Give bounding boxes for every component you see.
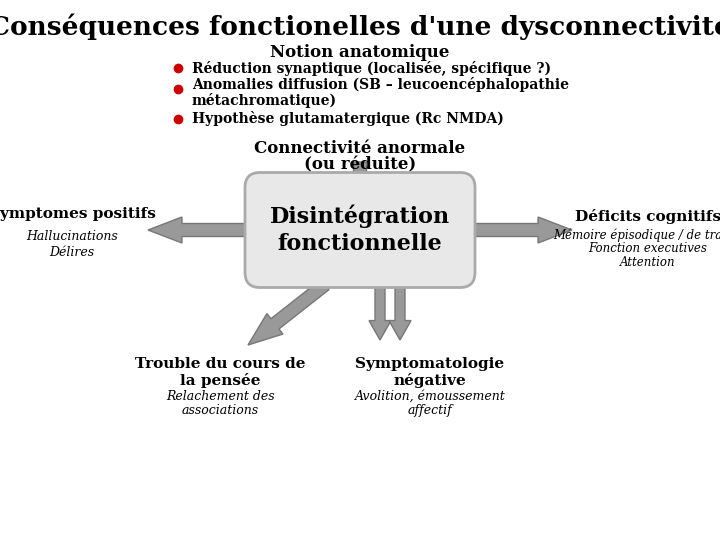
Text: Fonction executives: Fonction executives [588, 242, 708, 255]
Text: négative: négative [394, 373, 467, 388]
Text: Symptomes positifs: Symptomes positifs [0, 207, 156, 221]
Text: métachromatique): métachromatique) [192, 92, 337, 107]
FancyArrow shape [389, 285, 411, 340]
Text: Relachement des: Relachement des [166, 390, 274, 403]
Text: fonctionnelle: fonctionnelle [278, 233, 442, 255]
Text: Délires: Délires [50, 246, 94, 259]
FancyArrow shape [347, 162, 373, 186]
Text: Conséquences fonctionelles d'une dysconnectivité: Conséquences fonctionelles d'une dysconn… [0, 13, 720, 39]
Text: Réduction synaptique (localisée, spécifique ?): Réduction synaptique (localisée, spécifi… [192, 60, 551, 76]
Text: Anomalies diffusion (SB – leucoencéphalopathie: Anomalies diffusion (SB – leucoencéphalo… [192, 77, 569, 91]
Text: Déficits cognitifs: Déficits cognitifs [575, 208, 720, 224]
FancyArrow shape [148, 217, 245, 243]
FancyBboxPatch shape [245, 172, 475, 287]
FancyArrow shape [248, 279, 329, 345]
Text: Connectivité anormale: Connectivité anormale [254, 140, 466, 157]
Text: Hypothèse glutamatergique (Rc NMDA): Hypothèse glutamatergique (Rc NMDA) [192, 111, 504, 126]
Text: Symptomatologie: Symptomatologie [356, 357, 505, 371]
Text: la pensée: la pensée [180, 373, 260, 388]
Text: Avolition, émoussement: Avolition, émoussement [355, 390, 505, 403]
Text: (ou réduite): (ou réduite) [304, 156, 416, 173]
Text: Notion anatomique: Notion anatomique [270, 44, 450, 61]
Text: Disintégration: Disintégration [270, 204, 450, 228]
Text: affectif: affectif [408, 404, 452, 417]
Text: Hallucinations: Hallucinations [26, 230, 118, 242]
FancyArrow shape [369, 285, 391, 340]
FancyArrow shape [475, 217, 572, 243]
Text: Trouble du cours de: Trouble du cours de [135, 357, 305, 371]
Text: Attention: Attention [620, 256, 676, 269]
Text: Mémoire épisodique / de travail: Mémoire épisodique / de travail [553, 228, 720, 242]
Text: associations: associations [181, 404, 258, 417]
